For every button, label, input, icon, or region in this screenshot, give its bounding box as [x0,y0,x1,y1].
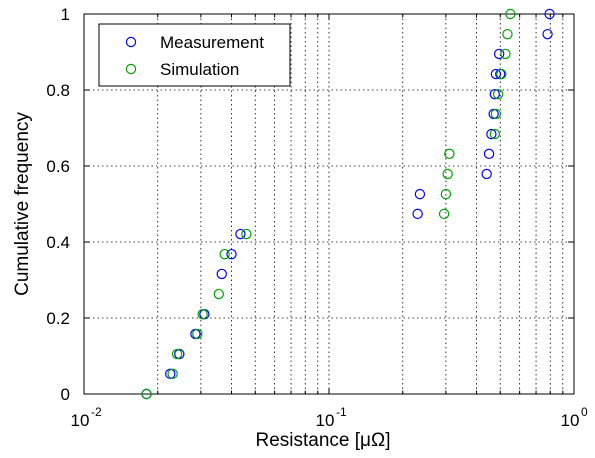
x-tick-label: 10 [71,411,90,430]
legend-label-simulation: Simulation [160,60,239,79]
y-tick-label: 0.6 [46,157,70,176]
x-tick-label: 10 [561,411,580,430]
y-tick-label: 0.8 [46,81,70,100]
y-tick-label: 1 [61,5,70,24]
y-axis-label: Cumulative frequency [12,112,33,296]
legend-label-measurement: Measurement [160,33,264,52]
x-tick-label-exponent: -2 [91,405,102,419]
y-tick-label: 0.2 [46,309,70,328]
x-axis-label: Resistance [μΩ] [256,430,391,451]
y-tick-label: 0.4 [46,233,70,252]
y-tick-label: 0 [61,385,70,404]
x-tick-label-exponent: 0 [581,405,588,419]
legend: Measurement Simulation [99,24,290,86]
x-tick-label-exponent: -1 [336,405,347,419]
x-tick-label: 10 [316,411,335,430]
